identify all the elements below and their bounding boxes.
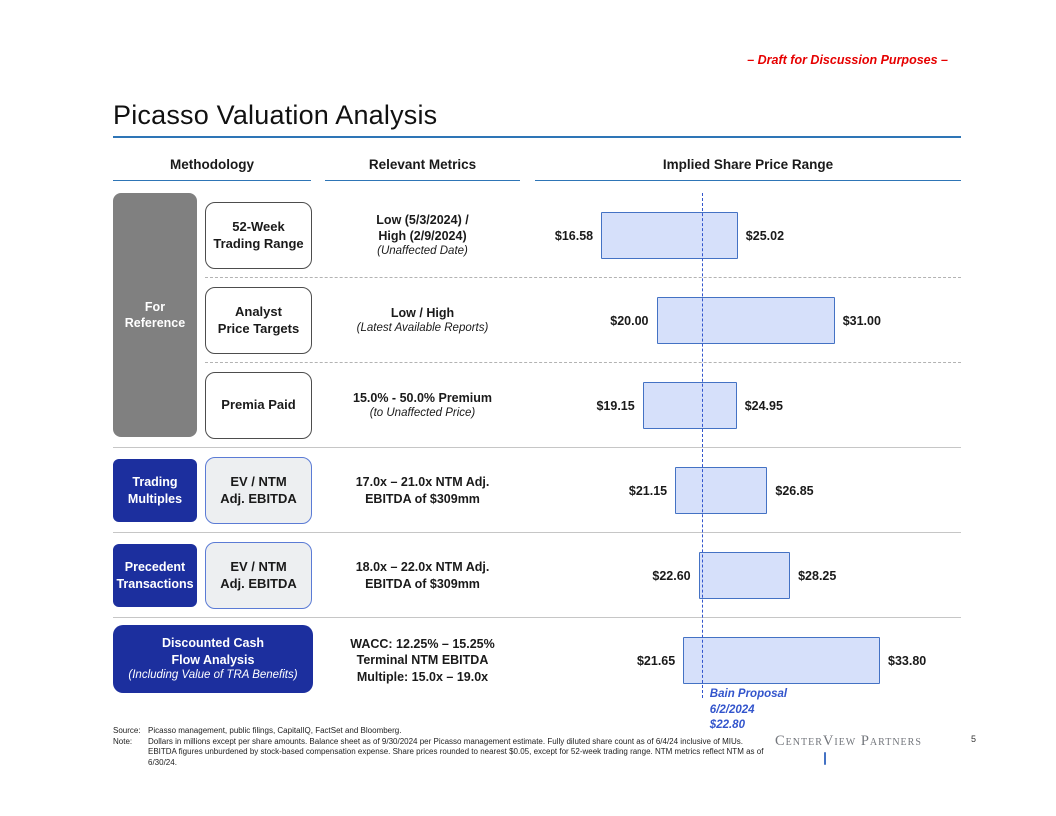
metric-dcf: WACC: 12.25% – 15.25% Terminal NTM EBITD… <box>320 618 525 703</box>
note-text: Dollars in millions except per share amo… <box>148 736 764 767</box>
column-header-relevant-metrics: Relevant Metrics <box>325 157 520 181</box>
bar-low-label: $20.00 <box>610 313 649 328</box>
method-label: EV / NTM Adj. EBITDA <box>220 473 297 506</box>
title-underline <box>113 136 961 138</box>
metric-analyst-targets: Low / High (Latest Available Reports) <box>320 278 525 363</box>
row-separator-solid <box>113 617 961 618</box>
category-label: Trading Multiples <box>127 475 183 506</box>
bar-low-label: $22.60 <box>652 568 691 583</box>
method-box-analyst-price-targets: Analyst Price Targets <box>205 287 312 354</box>
price-range-bar-precedent-transactions <box>698 552 791 599</box>
proposal-annotation: Bain Proposal 6/2/2024 $22.80 <box>710 687 787 734</box>
proposal-line <box>701 193 703 698</box>
price-range-bar-analyst-targets <box>656 297 835 344</box>
proposal-price: $22.80 <box>709 719 745 732</box>
proposal-label: Bain Proposal <box>709 688 788 700</box>
price-range-row: $21.15 $26.85 <box>535 448 961 533</box>
price-range-row: $16.58 $25.02 <box>535 193 961 278</box>
metric-sub: (Latest Available Reports) <box>356 322 489 335</box>
price-range-bar-dcf <box>683 637 880 684</box>
valuation-row-premia-paid: Premia Paid 15.0% - 50.0% Premium (to Un… <box>113 363 533 448</box>
column-header-implied-share-price-range: Implied Share Price Range <box>535 157 961 181</box>
metric-52-week: Low (5/3/2024) / High (2/9/2024) (Unaffe… <box>320 193 525 278</box>
bar-low-label: $19.15 <box>596 398 635 413</box>
row-separator-dashed <box>205 277 961 278</box>
logo-part2: View Partners <box>822 733 922 749</box>
price-range-row: $20.00 $31.00 <box>535 278 961 363</box>
logo-divider-bar <box>823 752 826 765</box>
price-range-row: $22.60 $28.25 <box>535 533 961 618</box>
metric-main: 18.0x – 22.0x NTM Adj. EBITDA of $309mm <box>355 560 490 591</box>
bar-low-label: $21.15 <box>628 483 668 498</box>
metric-main: 15.0% - 50.0% Premium <box>353 390 492 405</box>
row-separator-dashed <box>205 362 961 363</box>
row-separator-solid <box>113 447 961 448</box>
proposal-date: 6/2/2024 <box>709 703 755 716</box>
metric-sub: (Unaffected Date) <box>377 245 468 258</box>
source-line: Source: Picasso management, public filin… <box>113 726 773 737</box>
method-box-ev-ntm-ebitda: EV / NTM Adj. EBITDA <box>205 542 312 609</box>
note-line: Note: Dollars in millions except per sha… <box>113 737 773 769</box>
method-label: Premia Paid <box>221 397 296 413</box>
logo-part1: Center <box>775 733 823 749</box>
method-label: EV / NTM Adj. EBITDA <box>220 558 297 591</box>
footnotes: Source: Picasso management, public filin… <box>113 726 773 768</box>
column-header-methodology: Methodology <box>113 157 311 181</box>
draft-notice: – Draft for Discussion Purposes – <box>747 53 948 67</box>
category-sub-label: (Including Value of TRA Benefits) <box>128 668 298 681</box>
metric-premia-paid: 15.0% - 50.0% Premium (to Unaffected Pri… <box>320 363 525 448</box>
note-label: Note: <box>113 736 133 746</box>
bar-high-label: $28.25 <box>798 568 837 583</box>
valuation-row-dcf: Discounted Cash Flow Analysis (Including… <box>113 618 533 703</box>
centerview-partners-logo: Center View Partners <box>775 733 922 765</box>
valuation-row-trading-multiples: Trading Multiples EV / NTM Adj. EBITDA 1… <box>113 448 533 533</box>
metric-main: Low / High <box>390 305 455 320</box>
bar-high-label: $26.85 <box>775 483 814 498</box>
metric-main: 17.0x – 21.0x NTM Adj. EBITDA of $309mm <box>355 475 490 506</box>
valuation-row-52-week-trading-range: 52-Week Trading Range Low (5/3/2024) / H… <box>113 193 533 278</box>
price-range-plot: $16.58 $25.02 $20.00 $31.00 $19.15 $24.9… <box>535 193 961 731</box>
bar-high-label: $24.95 <box>744 398 783 413</box>
for-reference-label: For Reference <box>124 299 186 330</box>
bar-low-label: $21.65 <box>636 653 676 668</box>
valuation-row-precedent-transactions: Precedent Transactions EV / NTM Adj. EBI… <box>113 533 533 618</box>
method-label: 52-Week Trading Range <box>213 218 304 251</box>
category-box-precedent-transactions: Precedent Transactions <box>113 544 197 607</box>
page-title: Picasso Valuation Analysis <box>113 100 438 130</box>
bar-low-label: $16.58 <box>554 228 594 243</box>
category-label: Precedent Transactions <box>116 560 194 591</box>
category-box-dcf: Discounted Cash Flow Analysis (Including… <box>113 625 313 693</box>
method-box-ev-ntm-ebitda: EV / NTM Adj. EBITDA <box>205 457 312 524</box>
source-text: Picasso management, public filings, Capi… <box>148 726 402 735</box>
source-label: Source: <box>113 726 141 735</box>
metric-main: WACC: 12.25% – 15.25% Terminal NTM EBITD… <box>350 637 495 684</box>
metric-trading-multiples: 17.0x – 21.0x NTM Adj. EBITDA of $309mm <box>320 448 525 533</box>
bar-high-label: $25.02 <box>745 228 785 243</box>
metric-main: Low (5/3/2024) / High (2/9/2024) <box>376 212 469 244</box>
price-range-bar-52-week <box>601 212 738 259</box>
for-reference-group-box: For Reference <box>113 193 197 437</box>
valuation-row-analyst-price-targets: Analyst Price Targets Low / High (Latest… <box>113 278 533 363</box>
method-box-premia-paid: Premia Paid <box>205 372 312 439</box>
metric-sub: (to Unaffected Price) <box>369 407 476 420</box>
category-box-trading-multiples: Trading Multiples <box>113 459 197 522</box>
method-box-52-week-trading-range: 52-Week Trading Range <box>205 202 312 269</box>
price-range-row: $21.65 $33.80 <box>535 618 961 703</box>
method-label: Analyst Price Targets <box>217 303 300 336</box>
price-range-bar-premia-paid <box>642 382 737 429</box>
page-number: 5 <box>971 734 977 744</box>
bar-high-label: $33.80 <box>888 653 927 668</box>
category-label: Discounted Cash Flow Analysis <box>161 636 265 667</box>
row-separator-solid <box>113 532 961 533</box>
metric-precedent-transactions: 18.0x – 22.0x NTM Adj. EBITDA of $309mm <box>320 533 525 618</box>
price-range-row: $19.15 $24.95 <box>535 363 961 448</box>
price-range-bar-trading-multiples <box>675 467 768 514</box>
bar-high-label: $31.00 <box>842 313 881 328</box>
